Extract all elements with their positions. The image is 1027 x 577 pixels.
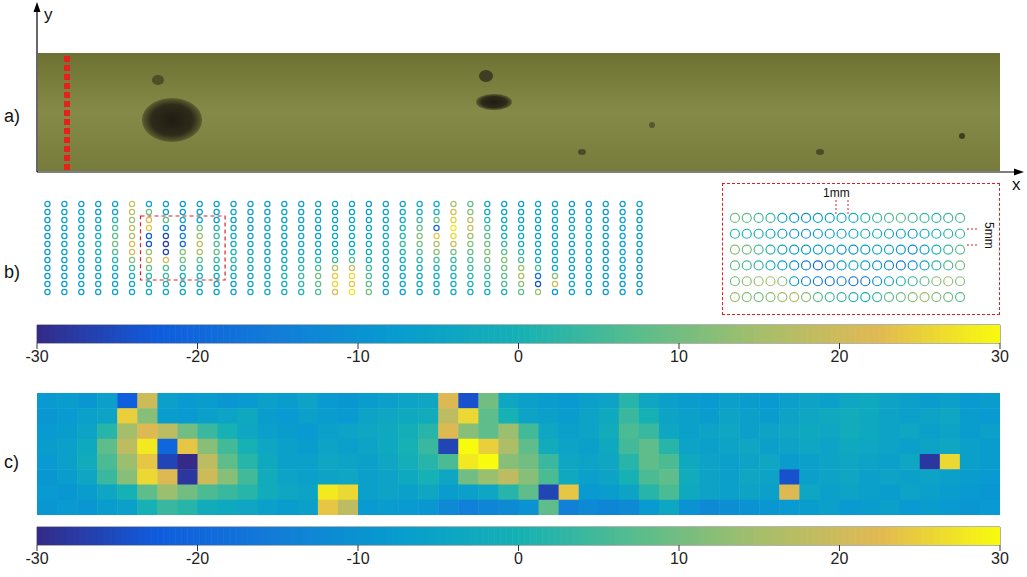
html-text:a): a) bbox=[4, 106, 20, 126]
svg-text:-10: -10 bbox=[346, 348, 369, 365]
html-text:c): c) bbox=[4, 452, 19, 472]
svg-text:1mm: 1mm bbox=[823, 186, 850, 200]
svg-text:-20: -20 bbox=[186, 348, 209, 365]
svg-text:30: 30 bbox=[991, 550, 1009, 567]
svg-text:10: 10 bbox=[670, 348, 688, 365]
svg-text:20: 20 bbox=[831, 550, 849, 567]
svg-text:0: 0 bbox=[514, 550, 523, 567]
svg-text:-30: -30 bbox=[25, 550, 48, 567]
svg-text:-20: -20 bbox=[186, 550, 209, 567]
svg-text:-10: -10 bbox=[346, 550, 369, 567]
svg-text:0: 0 bbox=[514, 348, 523, 365]
svg-text:x: x bbox=[1012, 175, 1021, 194]
html-text:b): b) bbox=[4, 262, 20, 282]
svg-text:5mm: 5mm bbox=[982, 222, 996, 249]
svg-text:10: 10 bbox=[670, 550, 688, 567]
svg-text:20: 20 bbox=[831, 348, 849, 365]
svg-text:-30: -30 bbox=[25, 348, 48, 365]
svg-text:30: 30 bbox=[991, 348, 1009, 365]
svg-text:y: y bbox=[44, 5, 53, 24]
